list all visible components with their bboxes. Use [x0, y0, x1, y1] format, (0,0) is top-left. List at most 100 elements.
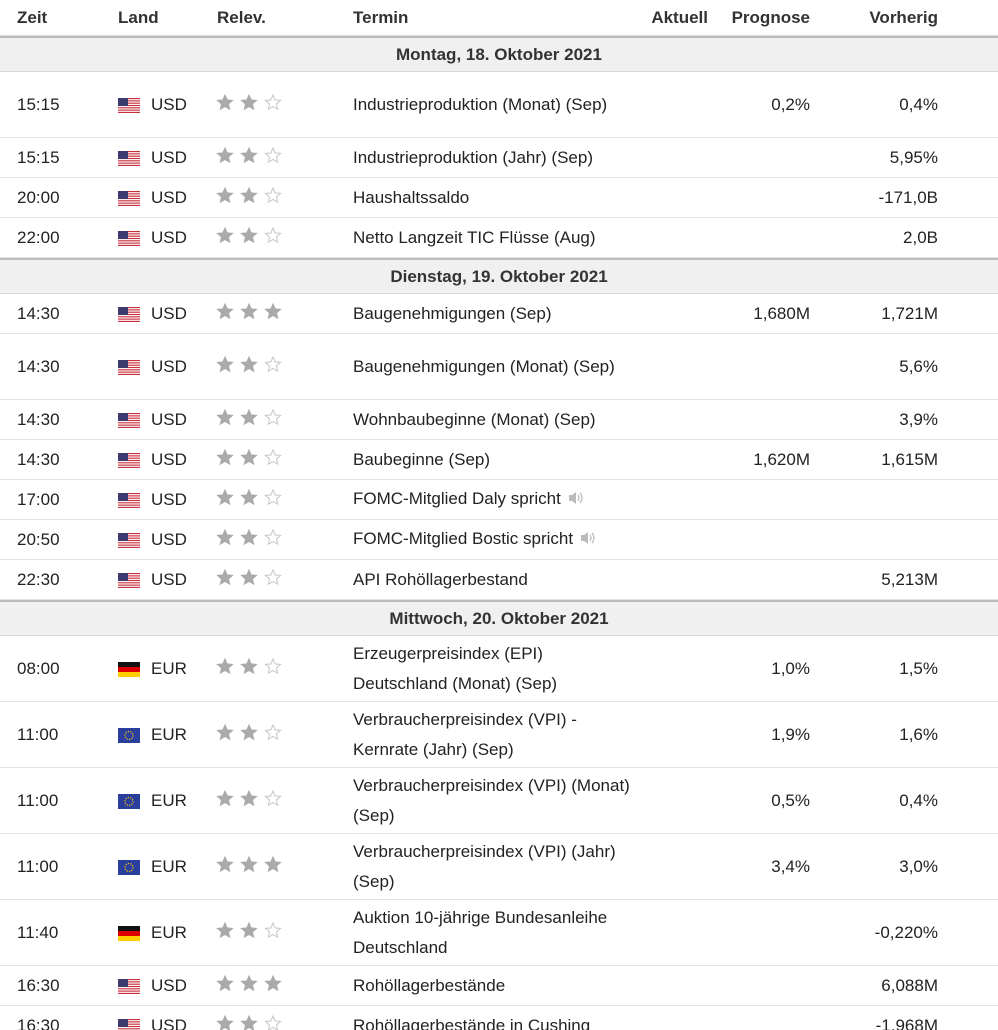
speaker-icon	[579, 526, 597, 556]
event-title-text[interactable]: API Rohöllagerbestand	[353, 569, 528, 589]
table-row[interactable]: 11:00 EUR Verbraucherpreisindex (VPI) (Jah…	[0, 834, 998, 900]
event-title-text[interactable]: Haushaltssaldo	[353, 187, 470, 207]
day-header: Montag, 18. Oktober 2021	[0, 36, 998, 72]
event-title-text[interactable]: Rohöllagerbestände	[353, 975, 506, 995]
event-title[interactable]: Haushaltssaldo	[353, 183, 638, 213]
event-title[interactable]: Wohnbaubeginne (Monat) (Sep)	[353, 405, 638, 435]
table-row[interactable]: 11:00 EUR Verbraucherpreisindex (VPI) (Mon…	[0, 768, 998, 834]
event-time: 14:30	[17, 409, 60, 429]
table-row[interactable]: 14:30 USD Baugenehmigungen (Monat) (Sep) 5,…	[0, 334, 998, 400]
previous-value: 1,5%	[899, 658, 938, 678]
event-title-text[interactable]: Wohnbaubeginne (Monat) (Sep)	[353, 409, 596, 429]
event-title[interactable]: FOMC-Mitglied Bostic spricht	[353, 524, 638, 556]
table-row[interactable]: 11:40 EUR Auktion 10-jährige Bundesanleihe…	[0, 900, 998, 966]
forecast-value: 1,9%	[771, 724, 810, 744]
event-title[interactable]: Baugenehmigungen (Monat) (Sep)	[353, 352, 638, 382]
event-title[interactable]: Rohöllagerbestände in Cushing	[353, 1011, 638, 1030]
currency: EUR	[151, 790, 187, 810]
header-country[interactable]: Land	[118, 7, 159, 27]
previous-value: 1,6%	[899, 724, 938, 744]
event-title-text[interactable]: Verbraucherpreisindex (VPI) - Kernrate (…	[353, 709, 577, 759]
star-icon	[240, 355, 258, 378]
star-icon	[240, 1014, 258, 1030]
event-title[interactable]: Auktion 10-jährige Bundesanleihe Deutsch…	[353, 903, 638, 963]
table-row[interactable]: 17:00 USD FOMC-Mitglied Daly spricht	[0, 480, 998, 520]
table-row[interactable]: 14:30 USD Baubeginne (Sep) 1,620M 1,615M	[0, 440, 998, 480]
relevance-stars	[216, 528, 282, 551]
table-body: Montag, 18. Oktober 2021 15:15 USD Industri…	[0, 36, 998, 1030]
currency: USD	[151, 449, 187, 469]
currency: USD	[151, 529, 187, 549]
table-row[interactable]: 22:00 USD Netto Langzeit TIC Flüsse (Aug) 2…	[0, 218, 998, 258]
header-forecast[interactable]: Prognose	[731, 7, 810, 27]
table-row[interactable]: 14:30 USD Wohnbaubeginne (Monat) (Sep) 3,9%	[0, 400, 998, 440]
event-title-text[interactable]: Rohöllagerbestände in Cushing	[353, 1015, 591, 1030]
header-event[interactable]: Termin	[353, 7, 409, 27]
event-title[interactable]: Verbraucherpreisindex (VPI) (Jahr) (Sep)	[353, 837, 638, 897]
star-icon	[216, 488, 234, 511]
table-row[interactable]: 20:50 USD FOMC-Mitglied Bostic spricht	[0, 520, 998, 560]
day-header: Mittwoch, 20. Oktober 2021	[0, 600, 998, 636]
header-relevance[interactable]: Relev.	[217, 7, 266, 27]
event-title-text[interactable]: FOMC-Mitglied Bostic spricht	[353, 528, 574, 548]
event-title[interactable]: Industrieproduktion (Jahr) (Sep)	[353, 143, 638, 173]
event-title-text[interactable]: Industrieproduktion (Monat) (Sep)	[353, 94, 608, 114]
forecast-value: 1,620M	[753, 449, 810, 469]
star-icon	[240, 921, 258, 944]
event-title-text[interactable]: Erzeugerpreisindex (EPI) Deutschland (Mo…	[353, 643, 558, 693]
event-title-text[interactable]: Verbraucherpreisindex (VPI) (Monat) (Sep…	[353, 775, 630, 825]
table-row[interactable]: 15:15 USD Industrieproduktion (Jahr) (Sep)…	[0, 138, 998, 178]
currency: USD	[151, 356, 187, 376]
event-title[interactable]: Erzeugerpreisindex (EPI) Deutschland (Mo…	[353, 639, 638, 699]
header-time[interactable]: Zeit	[17, 7, 48, 27]
table-row[interactable]: 14:30 USD Baugenehmigungen (Sep) 1,680M 1,72…	[0, 294, 998, 334]
star-icon	[264, 974, 282, 997]
star-icon	[240, 93, 258, 116]
event-title[interactable]: Baubeginne (Sep)	[353, 445, 638, 475]
event-title-text[interactable]: Baugenehmigungen (Sep)	[353, 303, 552, 323]
header-previous[interactable]: Vorherig	[869, 7, 938, 27]
event-title-text[interactable]: Verbraucherpreisindex (VPI) (Jahr) (Sep)	[353, 841, 616, 891]
currency: USD	[151, 147, 187, 167]
event-title-text[interactable]: Baugenehmigungen (Monat) (Sep)	[353, 356, 615, 376]
table-row[interactable]: 11:00 EUR Verbraucherpreisindex (VPI) - Ke…	[0, 702, 998, 768]
event-title[interactable]: Industrieproduktion (Monat) (Sep)	[353, 90, 638, 120]
star-icon	[264, 302, 282, 325]
star-icon	[264, 528, 282, 551]
event-time: 11:00	[17, 856, 59, 876]
event-title[interactable]: FOMC-Mitglied Daly spricht	[353, 484, 638, 516]
previous-value: 2,0B	[903, 227, 938, 247]
event-title[interactable]: Verbraucherpreisindex (VPI) - Kernrate (…	[353, 705, 638, 765]
event-time: 16:30	[17, 975, 60, 995]
event-title[interactable]: Netto Langzeit TIC Flüsse (Aug)	[353, 223, 638, 253]
table-row[interactable]: 20:00 USD Haushaltssaldo -171,0B	[0, 178, 998, 218]
star-icon	[216, 723, 234, 746]
table-row[interactable]: 16:30 USD Rohöllagerbestände 6,088M	[0, 966, 998, 1006]
flag-us-icon	[118, 359, 140, 375]
star-icon	[216, 355, 234, 378]
table-row[interactable]: 16:30 USD Rohöllagerbestände in Cushing -1,…	[0, 1006, 998, 1030]
event-title-text[interactable]: Auktion 10-jährige Bundesanleihe Deutsch…	[353, 907, 608, 957]
event-title[interactable]: Verbraucherpreisindex (VPI) (Monat) (Sep…	[353, 771, 638, 831]
previous-value: 3,9%	[899, 409, 938, 429]
event-title[interactable]: API Rohöllagerbestand	[353, 565, 638, 595]
event-title[interactable]: Baugenehmigungen (Sep)	[353, 299, 638, 329]
star-icon	[240, 568, 258, 591]
event-time: 17:00	[17, 489, 60, 509]
header-actual[interactable]: Aktuell	[651, 7, 708, 27]
forecast-value: 0,5%	[771, 790, 810, 810]
event-title[interactable]: Rohöllagerbestände	[353, 971, 638, 1001]
event-title-text[interactable]: Industrieproduktion (Jahr) (Sep)	[353, 147, 594, 167]
table-row[interactable]: 15:15 USD Industrieproduktion (Monat) (Sep…	[0, 72, 998, 138]
event-title-text[interactable]: Netto Langzeit TIC Flüsse (Aug)	[353, 227, 596, 247]
currency: EUR	[151, 724, 187, 744]
star-icon	[240, 226, 258, 249]
table-row[interactable]: 22:30 USD API Rohöllagerbestand 5,213M	[0, 560, 998, 600]
relevance-stars	[216, 355, 282, 378]
event-time: 20:00	[17, 187, 60, 207]
event-title-text[interactable]: Baubeginne (Sep)	[353, 449, 491, 469]
event-time: 14:30	[17, 449, 60, 469]
table-row[interactable]: 08:00 EUR Erzeugerpreisindex (EPI) Deutsch…	[0, 636, 998, 702]
event-title-text[interactable]: FOMC-Mitglied Daly spricht	[353, 488, 561, 508]
event-time: 15:15	[17, 147, 60, 167]
